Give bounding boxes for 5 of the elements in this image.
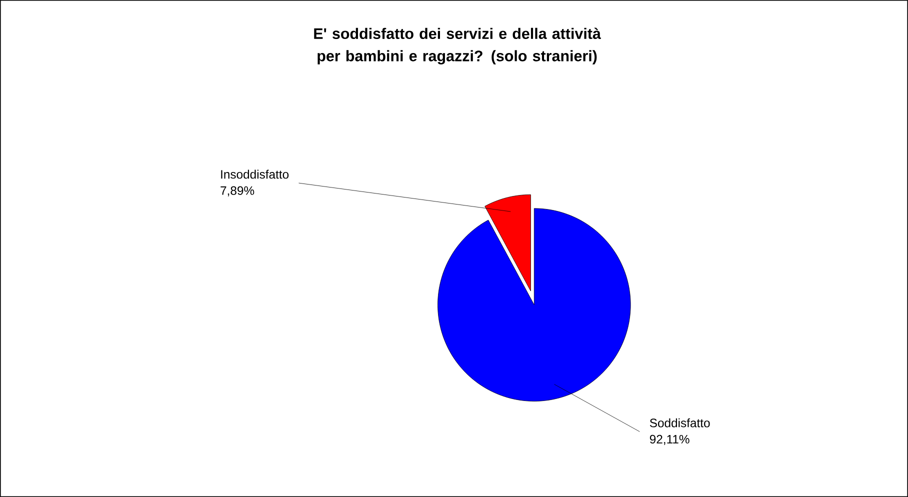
data-label: 92,11% [650,434,690,445]
chart-title: E' soddisfatto dei servizi e della attività per bambini e ragazzi? (solo stranieri) [314,28,601,64]
data-label: 7,89% [220,186,254,196]
slice-label: Insoddisfatto [221,170,289,179]
slice-label: Soddisfatto [650,418,710,428]
